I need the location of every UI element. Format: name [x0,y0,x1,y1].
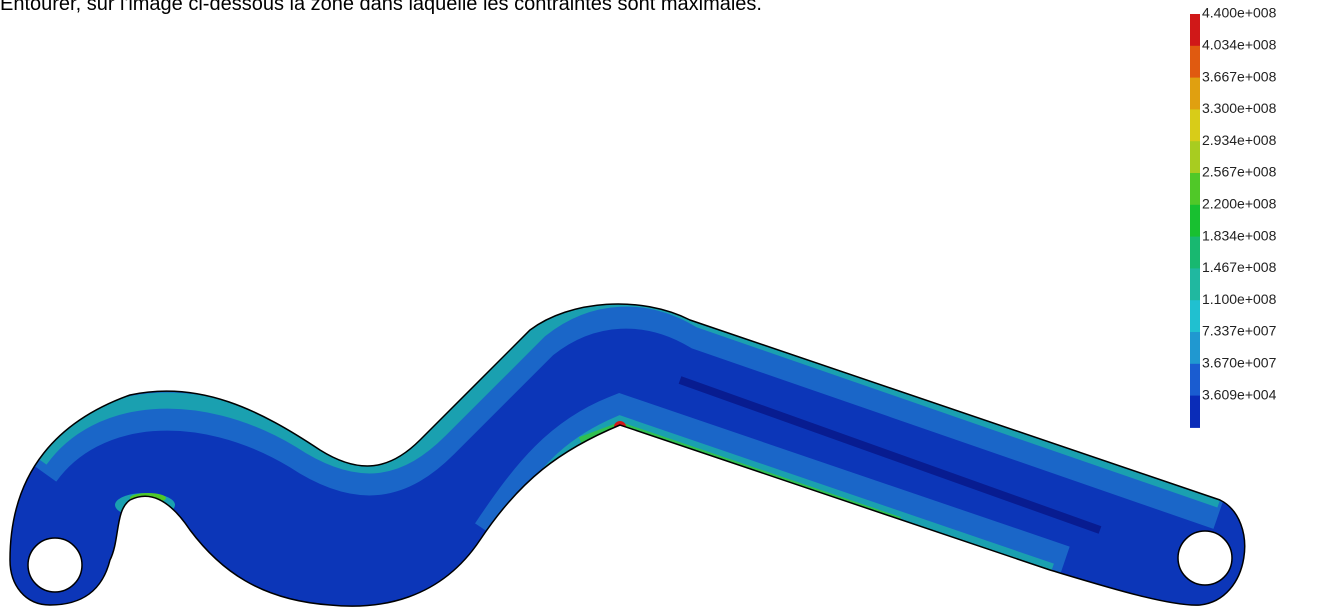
legend-label: 2.567e+008 [1202,164,1277,180]
color-band [1190,14,1200,46]
instruction: Entourer, sur l'image ci-dessous la zone… [0,0,762,15]
color-band [1190,141,1200,173]
legend: 4.400e+008 4.034e+008 3.667e+008 3.300e+008… [1190,5,1277,428]
legend-label: 7.337e+007 [1202,323,1277,339]
color-band [1190,300,1200,332]
legend-label: 2.934e+008 [1202,132,1277,148]
color-band [1190,109,1200,141]
legend-label: 3.300e+008 [1202,100,1277,116]
hole [28,538,82,592]
color-band [1190,237,1200,269]
color-band [1190,396,1200,428]
legend-label: 3.670e+007 [1202,355,1277,371]
legend-label: 3.609e+004 [1202,386,1277,402]
figure: Entourer, sur l'image ci-dessous la zone… [0,0,1323,607]
color-band [1190,364,1200,396]
legend-label: 1.834e+008 [1202,227,1277,243]
legend-label: 1.467e+008 [1202,259,1277,275]
color-band [1190,268,1200,300]
color-band [1190,46,1200,78]
color-band [1190,332,1200,364]
color-band [1190,205,1200,237]
page: Entourer, sur l'image ci-dessous la zone… [0,0,1323,607]
hole [1178,531,1232,585]
legend-label: 4.400e+008 [1202,5,1277,21]
legend-label: 3.667e+008 [1202,68,1277,84]
legend-label: 2.200e+008 [1202,196,1277,212]
color-band [1190,173,1200,205]
legend-label: 1.100e+008 [1202,291,1277,307]
legend-label: 4.034e+008 [1202,37,1277,53]
color-band [1190,78,1200,110]
stress-part [0,290,1270,607]
